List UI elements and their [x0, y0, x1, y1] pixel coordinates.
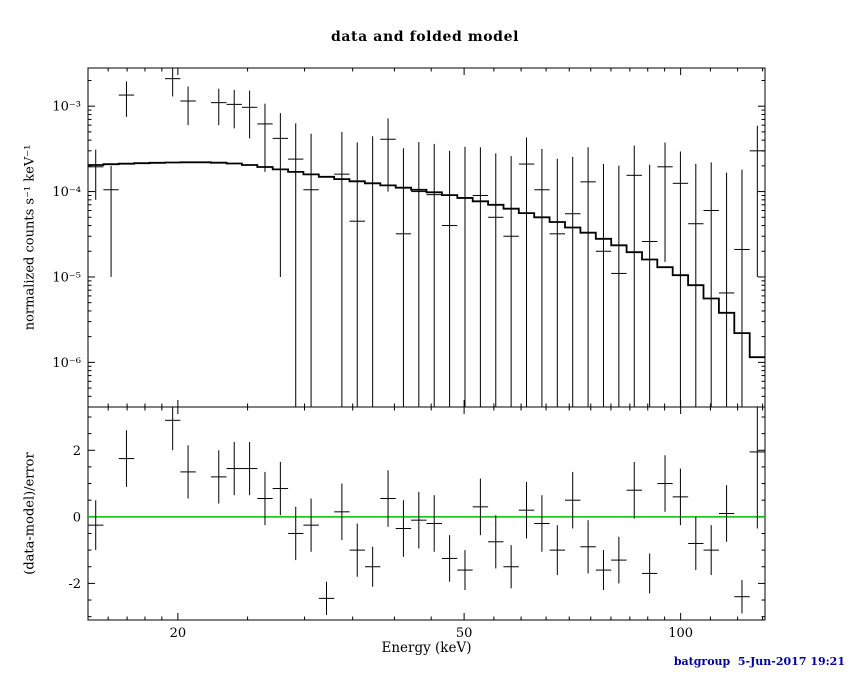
x-axis-label: Energy (keV) — [381, 640, 472, 656]
svg-text:20: 20 — [170, 626, 187, 641]
svg-text:10⁻⁴: 10⁻⁴ — [52, 185, 81, 200]
svg-text:10⁻⁵: 10⁻⁵ — [52, 270, 81, 285]
footer-stamp: batgroup 5-Jun-2017 19:21 — [673, 655, 845, 668]
svg-text:2: 2 — [73, 444, 81, 459]
plot-title: data and folded model — [331, 29, 519, 45]
svg-text:100: 100 — [668, 626, 693, 641]
svg-text:-2: -2 — [68, 577, 81, 592]
svg-text:10⁻³: 10⁻³ — [52, 100, 81, 115]
svg-text:50: 50 — [456, 626, 473, 641]
svg-text:10⁻⁶: 10⁻⁶ — [52, 356, 81, 371]
svg-text:0: 0 — [73, 510, 81, 525]
